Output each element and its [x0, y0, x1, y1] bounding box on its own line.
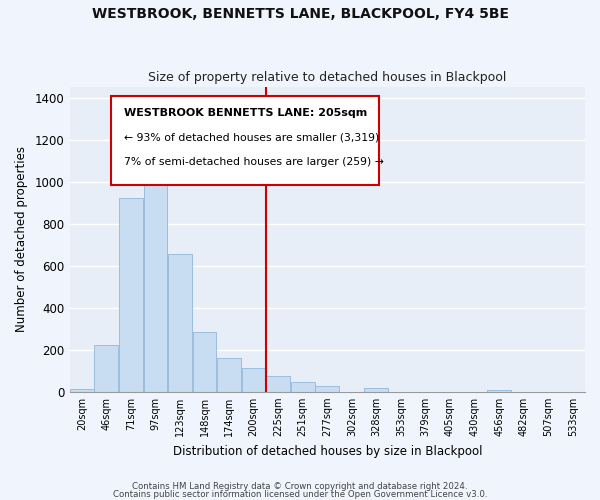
X-axis label: Distribution of detached houses by size in Blackpool: Distribution of detached houses by size … — [173, 444, 482, 458]
Bar — [316, 386, 339, 392]
Bar — [193, 332, 217, 392]
Bar — [168, 254, 192, 392]
Bar — [217, 358, 241, 392]
Bar — [94, 344, 118, 392]
FancyBboxPatch shape — [111, 96, 379, 184]
Text: Contains public sector information licensed under the Open Government Licence v3: Contains public sector information licen… — [113, 490, 487, 499]
Text: WESTBROOK BENNETTS LANE: 205sqm: WESTBROOK BENNETTS LANE: 205sqm — [124, 108, 367, 118]
Bar — [487, 390, 511, 392]
Bar — [119, 198, 143, 392]
Text: Contains HM Land Registry data © Crown copyright and database right 2024.: Contains HM Land Registry data © Crown c… — [132, 482, 468, 491]
Text: ← 93% of detached houses are smaller (3,319): ← 93% of detached houses are smaller (3,… — [124, 133, 379, 143]
Bar — [242, 368, 266, 392]
Bar — [70, 388, 94, 392]
Bar — [364, 388, 388, 392]
Bar — [291, 382, 314, 392]
Text: 7% of semi-detached houses are larger (259) →: 7% of semi-detached houses are larger (2… — [124, 157, 383, 167]
Text: WESTBROOK, BENNETTS LANE, BLACKPOOL, FY4 5BE: WESTBROOK, BENNETTS LANE, BLACKPOOL, FY4… — [91, 8, 509, 22]
Y-axis label: Number of detached properties: Number of detached properties — [15, 146, 28, 332]
Bar — [143, 165, 167, 392]
Title: Size of property relative to detached houses in Blackpool: Size of property relative to detached ho… — [148, 72, 506, 85]
Bar — [266, 376, 290, 392]
